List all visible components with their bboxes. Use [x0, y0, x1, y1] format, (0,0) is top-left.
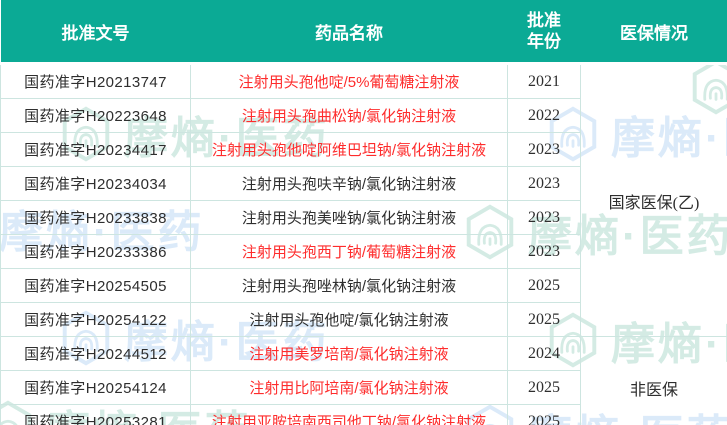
drug-name-cell: 注射用比阿培南/氯化钠注射液: [190, 370, 508, 405]
approval-year-cell: 2022: [507, 98, 581, 133]
approval-number-cell: 国药准字H20234034: [0, 166, 191, 201]
table-row: 国药准字H20244512 注射用美罗培南/氯化钠注射液 2024 非医保: [0, 336, 727, 425]
approval-year-cell: 2024: [507, 336, 581, 371]
approval-year-cell: 2025: [507, 268, 581, 303]
approval-number-cell: 国药准字H20223648: [0, 98, 191, 133]
approval-year-cell: 2021: [507, 63, 581, 99]
approval-number-cell: 国药准字H20244512: [0, 336, 191, 371]
approval-year-cell: 2025: [507, 404, 581, 425]
insurance-status-cell: 非医保: [580, 336, 727, 425]
approval-year-cell: 2025: [507, 302, 581, 337]
insurance-status-cell: 国家医保(乙): [580, 63, 727, 337]
approval-year-cell: 2025: [507, 370, 581, 405]
drug-name-cell: 注射用头孢唑林钠/氯化钠注射液: [190, 268, 508, 303]
header-approval-number: 批准文号: [0, 0, 191, 65]
header-approval-year: 批准年份: [507, 0, 581, 65]
drug-name-cell: 注射用头孢美唑钠/氯化钠注射液: [190, 200, 508, 235]
approval-number-cell: 国药准字H20254124: [0, 370, 191, 405]
table-row: 国药准字H20254124 注射用比阿培南/氯化钠注射液 2025: [0, 370, 727, 405]
header-approval-year-label: 批准年份: [526, 10, 561, 51]
approval-number-cell: 国药准字H20254505: [0, 268, 191, 303]
drug-name-cell: 注射用头孢曲松钠/氯化钠注射液: [190, 98, 508, 133]
table-row: 国药准字H20213747 注射用头孢他啶/5%葡萄糖注射液 2021 国家医保…: [0, 63, 727, 337]
approval-year-cell: 2023: [507, 132, 581, 167]
approval-number-cell: 国药准字H20234417: [0, 132, 191, 167]
table-row: 国药准字H20233838 注射用头孢美唑钠/氯化钠注射液 2023: [0, 200, 727, 235]
approval-year-cell: 2023: [507, 200, 581, 235]
table-row: 国药准字H20234417 注射用头孢他啶阿维巴坦钠/氯化钠注射液 2023: [0, 132, 727, 167]
drug-name-cell: 注射用亚胺培南西司他丁钠/氯化钠注射液: [190, 404, 508, 425]
table-row: 国药准字H20253281 注射用亚胺培南西司他丁钠/氯化钠注射液 2025: [0, 404, 727, 425]
approval-number-cell: 国药准字H20213747: [0, 63, 191, 99]
table-row: 国药准字H20234034 注射用头孢呋辛钠/氯化钠注射液 2023: [0, 166, 727, 201]
drug-name-cell: 注射用头孢西丁钠/葡萄糖注射液: [190, 234, 508, 269]
approval-number-cell: 国药准字H20254122: [0, 302, 191, 337]
drug-name-cell: 注射用美罗培南/氯化钠注射液: [190, 336, 508, 371]
header-row: 批准文号 药品名称 批准年份 医保情况: [0, 0, 727, 65]
table-row: 国药准字H20254505 注射用头孢唑林钠/氯化钠注射液 2025: [0, 268, 727, 303]
approval-year-cell: 2023: [507, 234, 581, 269]
approval-year-cell: 2023: [507, 166, 581, 201]
approval-number-cell: 国药准字H20253281: [0, 404, 191, 425]
drug-name-cell: 注射用头孢他啶阿维巴坦钠/氯化钠注射液: [190, 132, 508, 167]
drug-name-cell: 注射用头孢他啶/氯化钠注射液: [190, 302, 508, 337]
drug-name-cell: 注射用头孢呋辛钠/氯化钠注射液: [190, 166, 508, 201]
approval-number-cell: 国药准字H20233386: [0, 234, 191, 269]
header-insurance-status: 医保情况: [580, 0, 727, 65]
header-drug-name: 药品名称: [190, 0, 508, 65]
drug-name-cell: 注射用头孢他啶/5%葡萄糖注射液: [190, 63, 508, 99]
approval-number-cell: 国药准字H20233838: [0, 200, 191, 235]
table-row: 国药准字H20254122 注射用头孢他啶/氯化钠注射液 2025: [0, 302, 727, 337]
